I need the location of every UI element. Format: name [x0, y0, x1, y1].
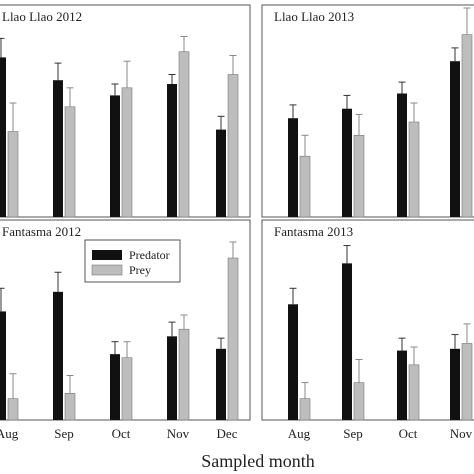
bar-prey-dec — [227, 257, 239, 421]
bar-predator-sep — [342, 108, 352, 217]
tick-label-nov: Nov — [167, 426, 190, 441]
tick-label-nov: Nov — [450, 426, 473, 441]
bar-predator-oct — [110, 354, 120, 420]
x-axis-label: Sampled month — [201, 451, 315, 471]
bar-predator-dec — [216, 348, 226, 420]
bar-prey-oct — [408, 364, 420, 421]
bar-prey-aug — [7, 398, 19, 421]
panel-title: Llao Llao 2013 — [274, 9, 354, 24]
bar-predator-nov — [167, 336, 177, 420]
legend-label-predator: Predator — [129, 248, 170, 262]
bar-prey-aug — [299, 398, 311, 421]
bar-prey-oct — [408, 121, 420, 218]
tick-label-sep: Sep — [343, 426, 363, 441]
bar-prey-aug — [7, 131, 19, 218]
bar-predator-oct — [397, 93, 407, 217]
bar-prey-dec — [227, 74, 239, 218]
bar-predator-oct — [110, 95, 120, 217]
legend: Predator Prey — [84, 239, 181, 283]
bar-predator-nov — [167, 84, 177, 217]
panel-bottom-left: Fantasma 2012 Aug Sep Oct Nov Dec — [0, 219, 251, 441]
tick-label-oct: Oct — [112, 426, 131, 441]
panel-title: Fantasma 2013 — [274, 224, 353, 239]
bar-prey-nov — [178, 51, 190, 218]
bar-predator-dec — [216, 129, 226, 217]
tick-label-dec: Dec — [217, 426, 238, 441]
bar-predator-aug — [288, 118, 298, 217]
bar-prey-sep — [353, 382, 365, 421]
bar-prey-oct — [121, 357, 133, 421]
bar-predator-nov — [450, 61, 460, 218]
panel-bottom-right: Fantasma 2013AugSepOctNovDec — [261, 219, 474, 441]
tick-label-aug: Aug — [288, 426, 311, 441]
panel-frame — [261, 4, 474, 218]
panel-frame — [261, 219, 474, 421]
bar-predator-nov — [450, 348, 460, 420]
bar-predator-aug — [288, 304, 298, 420]
legend-swatch-predator — [92, 250, 122, 260]
legend-swatch-prey — [91, 264, 123, 276]
panel-title: Fantasma 2012 — [2, 224, 81, 239]
panel-title: Llao Llao 2012 — [2, 9, 82, 24]
bar-prey-oct — [121, 87, 133, 218]
bar-predator-sep — [53, 80, 63, 217]
panel-top-left: Llao Llao 2012 — [0, 4, 251, 218]
bar-prey-sep — [64, 392, 76, 421]
tick-label-aug: Aug — [0, 426, 19, 441]
tick-label-oct: Oct — [399, 426, 418, 441]
bar-predator-oct — [397, 350, 407, 420]
bar-prey-nov — [461, 343, 473, 421]
panel-top-right: Llao Llao 2013 — [261, 4, 474, 218]
bar-prey-nov — [461, 34, 473, 218]
bar-predator-aug — [0, 311, 6, 420]
bar-predator-aug — [0, 57, 6, 218]
bar-prey-nov — [178, 328, 190, 421]
bar-prey-aug — [299, 155, 311, 218]
bar-predator-sep — [342, 263, 352, 420]
bar-prey-sep — [353, 135, 365, 218]
bar-predator-sep — [53, 291, 63, 420]
panels: Llao Llao 2012 Llao Llao 2013 Fantasma 201… — [0, 4, 474, 441]
tick-label-sep: Sep — [54, 426, 74, 441]
bar-prey-sep — [64, 106, 76, 218]
legend-label-prey: Prey — [129, 263, 151, 277]
